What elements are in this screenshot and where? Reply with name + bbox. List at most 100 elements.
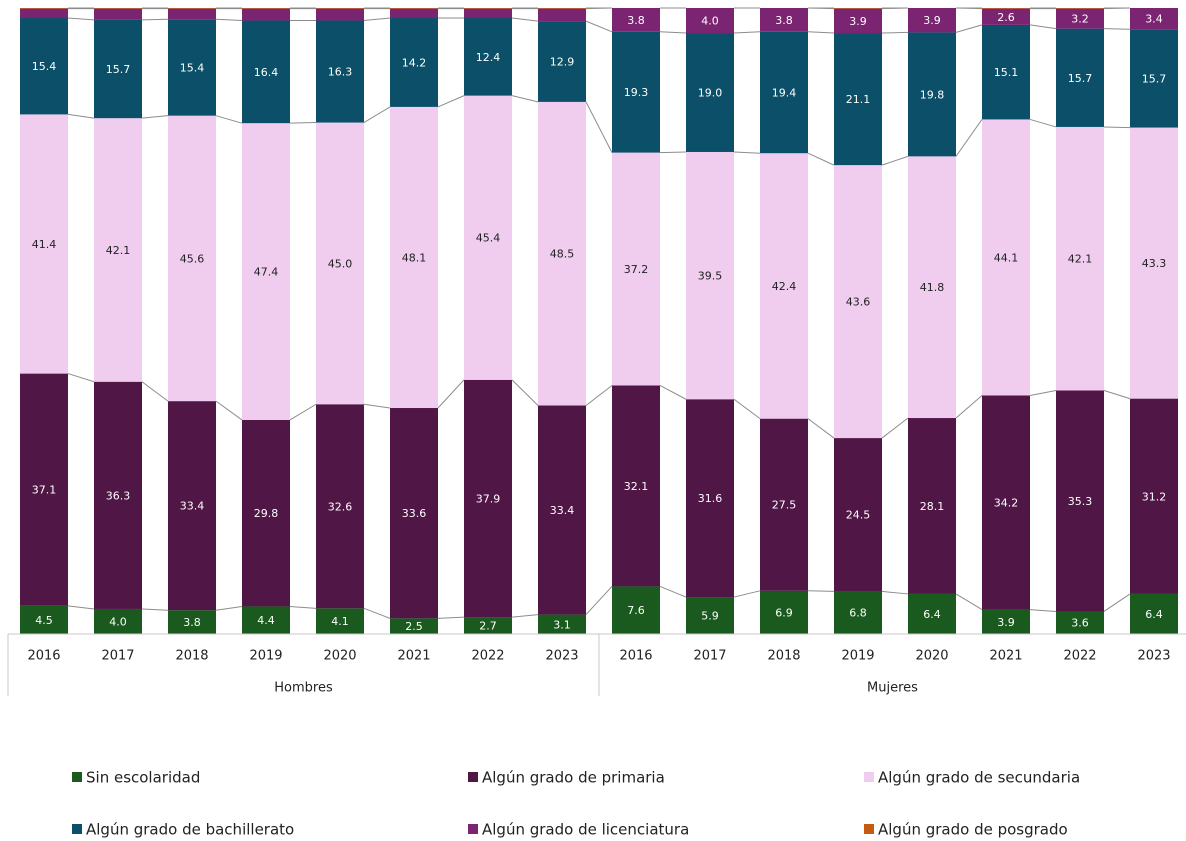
bar-segment — [612, 385, 660, 587]
series-line — [955, 395, 983, 419]
bar-segment — [94, 118, 142, 382]
data-label: 3.2 — [1071, 13, 1089, 26]
series-line — [733, 398, 761, 420]
data-label: 33.4 — [180, 500, 205, 513]
series-line — [67, 605, 95, 610]
data-label: 15.7 — [106, 63, 131, 76]
bar-segment — [20, 8, 68, 19]
x-tick-label: 2023 — [1137, 649, 1170, 664]
bar-segment — [1130, 29, 1178, 128]
data-label: 43.6 — [846, 296, 871, 309]
series-line — [585, 20, 613, 33]
series-line — [585, 385, 613, 406]
data-label: 15.4 — [180, 61, 205, 74]
data-label: 3.9 — [849, 15, 867, 28]
bar-segment — [94, 19, 142, 119]
series-line — [659, 385, 687, 400]
bar-segment — [390, 618, 438, 634]
x-tick-label: 2018 — [175, 649, 208, 664]
data-label: 45.0 — [328, 257, 353, 270]
data-label: 42.1 — [1068, 253, 1093, 266]
data-label: 42.1 — [106, 244, 131, 257]
bar-segment — [612, 31, 660, 153]
data-label: 45.6 — [180, 252, 205, 265]
bar-segment — [168, 8, 216, 20]
x-tick-label: 2016 — [619, 649, 652, 664]
series-line — [141, 115, 169, 119]
bar-segment — [94, 8, 142, 9]
data-label: 4.0 — [109, 615, 127, 628]
legend-label: Algún grado de primaria — [482, 769, 665, 787]
x-tick-label: 2020 — [323, 649, 356, 664]
bar-segment — [1056, 8, 1104, 9]
data-label: 45.4 — [476, 232, 501, 245]
bar-segment — [686, 151, 734, 400]
data-label: 15.4 — [32, 60, 57, 73]
bar-segment — [242, 419, 290, 607]
series-line — [955, 119, 983, 157]
legend-swatch — [468, 772, 478, 782]
data-label: 37.9 — [476, 492, 501, 505]
bar-segment — [982, 24, 1030, 120]
series-line — [807, 31, 835, 34]
data-label: 2.7 — [479, 620, 497, 633]
x-tick-label: 2021 — [397, 649, 430, 664]
series-line — [1103, 28, 1131, 30]
bar-segment — [316, 122, 364, 405]
bar-segment — [612, 8, 660, 32]
bar-segment — [20, 114, 68, 374]
bar-segment — [242, 606, 290, 634]
series-line — [881, 31, 909, 34]
bar-segment — [316, 608, 364, 634]
bar-segment — [242, 8, 290, 9]
data-label: 16.3 — [328, 66, 353, 79]
bar-segment — [464, 8, 512, 9]
bar-segment — [686, 597, 734, 634]
bar-segment — [316, 20, 364, 123]
legend-item: Algún grado de secundaria — [864, 769, 1080, 787]
bar-segment — [1056, 8, 1104, 29]
legend-item: Algún grado de posgrado — [864, 821, 1068, 839]
data-label: 48.5 — [550, 248, 575, 261]
series-line — [1029, 389, 1057, 396]
data-label: 6.4 — [1145, 608, 1163, 621]
bar-segment — [168, 401, 216, 611]
bar-segment — [94, 8, 142, 20]
data-label: 4.5 — [35, 614, 53, 627]
bar-segment — [464, 95, 512, 380]
data-label: 32.1 — [624, 480, 649, 493]
bar-segment — [390, 8, 438, 19]
data-label: 21.1 — [846, 93, 871, 106]
bar-segment — [1056, 390, 1104, 612]
data-label: 34.2 — [994, 497, 1019, 510]
series-line — [733, 31, 761, 34]
x-tick-label: 2021 — [989, 649, 1022, 664]
bar-segment — [834, 8, 882, 9]
data-label: 12.4 — [476, 51, 501, 64]
bar-segment — [834, 165, 882, 439]
series-line — [1103, 390, 1131, 400]
series-line — [289, 605, 317, 609]
bar-segment — [1130, 127, 1178, 399]
data-label: 6.9 — [775, 606, 793, 619]
data-label: 36.3 — [106, 489, 131, 502]
legend-label: Algún grado de secundaria — [878, 769, 1080, 787]
legend-label: Algún grado de licenciatura — [482, 821, 689, 839]
data-label: 24.5 — [846, 509, 871, 522]
legend-label: Sin escolaridad — [86, 769, 200, 787]
data-label: 19.0 — [698, 87, 723, 100]
bar-segment — [908, 156, 956, 419]
data-label: 4.4 — [257, 614, 275, 627]
series-line — [881, 590, 909, 595]
bar-segment — [464, 617, 512, 634]
series-line — [363, 403, 391, 409]
series-line — [511, 17, 539, 22]
series-line — [363, 17, 391, 22]
data-label: 48.1 — [402, 251, 427, 264]
data-label: 15.7 — [1142, 72, 1167, 85]
bar-segment — [612, 586, 660, 634]
data-label: 3.8 — [775, 14, 793, 27]
x-tick-label: 2022 — [471, 649, 504, 664]
bar-segment — [760, 8, 808, 32]
bar-segment — [982, 8, 1030, 25]
